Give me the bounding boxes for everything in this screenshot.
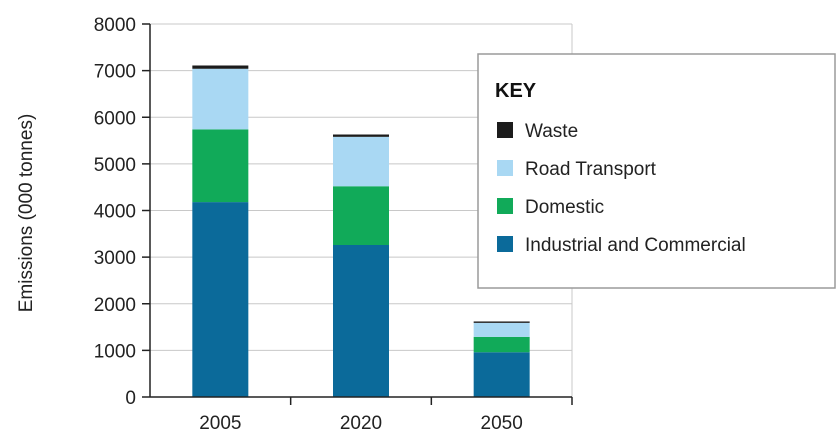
y-tick-label: 4000 xyxy=(94,202,136,223)
bar-segment xyxy=(473,322,530,337)
legend-label: Domestic xyxy=(525,197,604,218)
legend-label: Road Transport xyxy=(525,159,657,180)
x-tick-label: 2050 xyxy=(481,413,523,434)
bar-segment xyxy=(333,136,389,187)
bar-segment xyxy=(473,352,530,397)
bar-segment xyxy=(333,245,389,397)
axes xyxy=(142,23,573,405)
legend-swatch xyxy=(497,236,513,252)
y-tick-label: 0 xyxy=(125,388,136,409)
y-tick-label: 6000 xyxy=(94,108,136,129)
y-tick-label: 7000 xyxy=(94,62,136,83)
x-tick-label: 2020 xyxy=(340,413,382,434)
bar-segment xyxy=(192,68,249,130)
bar-segment xyxy=(333,186,389,246)
x-tick-label: 2005 xyxy=(199,413,241,434)
legend-label: Waste xyxy=(525,121,578,142)
legend-swatch xyxy=(497,122,513,138)
legend-title: KEY xyxy=(495,80,537,102)
y-tick-label: 3000 xyxy=(94,248,136,269)
y-axis-label: Emissions (000 tonnes) xyxy=(16,114,37,313)
y-tick-label: 1000 xyxy=(94,341,136,362)
legend-box xyxy=(477,53,836,289)
bar-segment xyxy=(333,134,389,137)
legend-label: Industrial and Commercial xyxy=(525,235,746,256)
y-tick-label: 2000 xyxy=(94,295,136,316)
legend-items: Waste Road Transport Domestic Industrial an… xyxy=(497,121,746,256)
y-tick-label: 5000 xyxy=(94,155,136,176)
bar-segment xyxy=(473,321,530,323)
x-tick-labels: 2005 2020 2050 xyxy=(199,413,523,434)
bar-segment xyxy=(192,129,249,203)
bars xyxy=(192,65,530,397)
legend-swatch xyxy=(497,198,513,214)
legend: KEY Waste Road Transport Domestic Industria… xyxy=(477,53,836,289)
bar-segment xyxy=(192,202,249,397)
y-tick-labels: 0 1000 2000 3000 4000 5000 6000 7000 8000 xyxy=(94,15,136,409)
legend-swatch xyxy=(497,160,513,176)
bar-segment xyxy=(192,65,249,69)
bar-segment xyxy=(473,336,530,353)
y-tick-label: 8000 xyxy=(94,15,136,36)
